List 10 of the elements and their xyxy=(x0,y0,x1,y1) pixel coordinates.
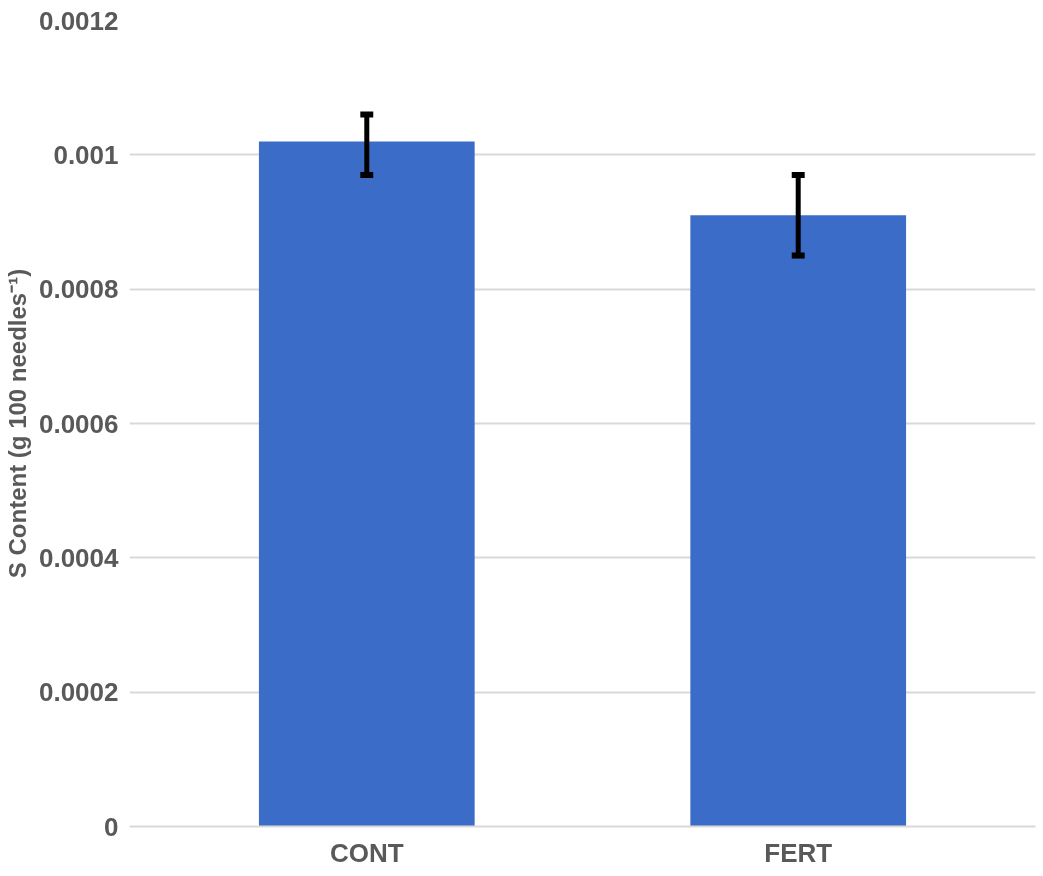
y-tick-label: 0 xyxy=(104,811,119,842)
y-tick-label: 0.0008 xyxy=(38,274,119,305)
y-tick-label: 0.0004 xyxy=(38,542,120,573)
y-tick-label: 0.001 xyxy=(53,139,119,170)
y-tick-label: 0.0012 xyxy=(38,5,119,36)
y-tick-label: 0.0002 xyxy=(38,677,119,708)
x-tick-label: CONT xyxy=(329,837,404,868)
y-tick-label: 0.0006 xyxy=(38,408,119,439)
x-tick-label: FERT xyxy=(764,837,833,868)
y-axis-title: S Content (g 100 needles⁻¹) xyxy=(3,268,31,579)
